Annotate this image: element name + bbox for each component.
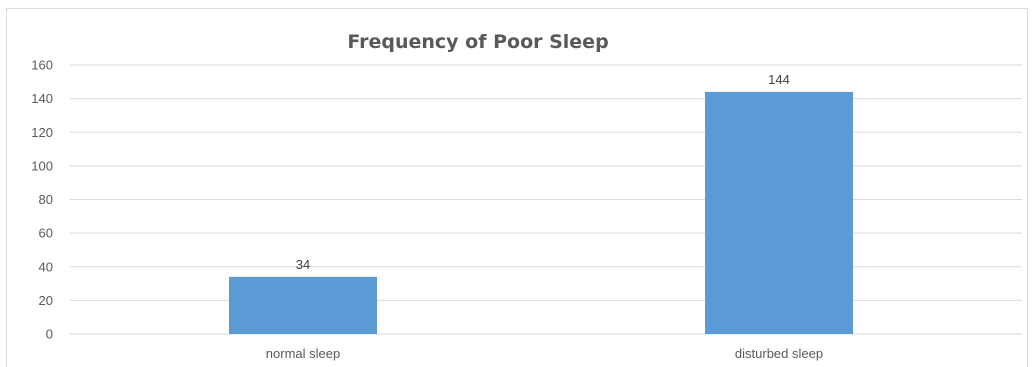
y-tick-label: 40 bbox=[39, 259, 53, 274]
y-tick-label: 160 bbox=[31, 58, 53, 73]
y-tick-label: 140 bbox=[31, 91, 53, 106]
y-tick-label: 60 bbox=[39, 226, 53, 241]
x-category-label: normal sleep bbox=[266, 346, 340, 361]
y-tick-label: 0 bbox=[46, 327, 53, 342]
chart-title: Frequency of Poor Sleep bbox=[347, 31, 608, 53]
y-axis-ticks: 0 20 40 60 80 100 120 140 160 bbox=[31, 58, 53, 342]
gridlines bbox=[70, 64, 1022, 335]
y-tick-label: 100 bbox=[31, 158, 53, 173]
y-tick-label: 80 bbox=[39, 192, 53, 207]
data-label: 144 bbox=[768, 72, 790, 87]
bars bbox=[229, 91, 853, 335]
y-tick-label: 20 bbox=[39, 293, 53, 308]
x-category-label: disturbed sleep bbox=[735, 346, 823, 361]
x-axis-categories: normal sleep disturbed sleep bbox=[266, 346, 823, 361]
bar-disturbed-sleep bbox=[705, 91, 853, 335]
bar-normal-sleep bbox=[229, 276, 377, 334]
y-tick-label: 120 bbox=[31, 125, 53, 140]
data-label: 34 bbox=[296, 257, 310, 272]
data-labels: 34 144 bbox=[296, 72, 790, 272]
chart-frame bbox=[6, 8, 1028, 367]
